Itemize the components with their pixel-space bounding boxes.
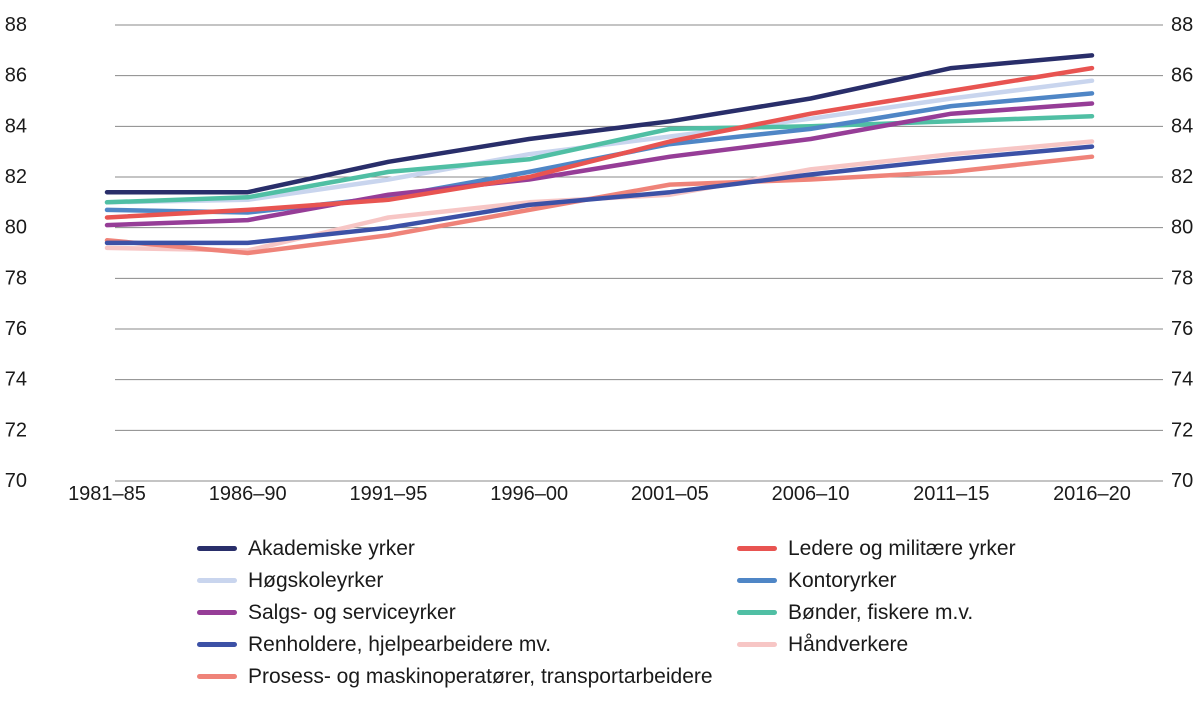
legend-item-bønder-fiskere-m-v: Bønder, fiskere m.v.: [737, 598, 973, 626]
legend-item-salgs-og-serviceyrker: Salgs- og serviceyrker: [197, 598, 456, 626]
y-axis-label-left-72: 72: [5, 419, 27, 441]
legend-item-høgskoleyrker: Høgskoleyrker: [197, 566, 383, 594]
series-line-ledere-og-militære-yrker: [104, 65, 1095, 220]
series-line-renholdere-hjelpearbeidere-mv: [104, 144, 1095, 246]
y-axis-label-left-78: 78: [5, 267, 27, 289]
y-axis-label-left-88: 88: [5, 14, 27, 36]
legend-label-ledere-og-militære-yrker: Ledere og militære yrker: [788, 536, 1016, 560]
legend-swatch-ledere-og-militære-yrker: [737, 545, 777, 551]
y-axis-label-right-76: 76: [1171, 318, 1193, 340]
series-line-salgs-og-serviceyrker: [104, 101, 1095, 228]
y-axis-label-right-72: 72: [1171, 419, 1193, 441]
x-axis-label-2001-05: 2001–05: [631, 483, 709, 505]
y-axis-label-right-84: 84: [1171, 115, 1193, 137]
legend-item-prosess-og-maskinoperatører-transportarbeidere: Prosess- og maskinoperatører, transporta…: [197, 662, 713, 690]
legend-item-ledere-og-militære-yrker: Ledere og militære yrker: [737, 534, 1016, 562]
legend-item-kontoryrker: Kontoryrker: [737, 566, 897, 594]
x-axis-label-2011-15: 2011–15: [913, 483, 989, 505]
legend-swatch-høgskoleyrker: [197, 577, 237, 583]
legend-swatch-håndverkere: [737, 641, 777, 647]
y-axis-label-right-88: 88: [1171, 14, 1193, 36]
line-chart-canvas: 88 88 86 86 84 84 82 82 80 80 78 78 76 76 74 74 72 72 70 70…: [5, 14, 1194, 505]
y-axis-label-right-74: 74: [1171, 369, 1193, 391]
y-axis-label-left-86: 86: [5, 65, 27, 87]
y-axis-label-left-70: 70: [5, 470, 27, 492]
legend-label-håndverkere: Håndverkere: [788, 632, 909, 656]
legend-swatch-salgs-og-serviceyrker: [197, 609, 237, 615]
x-axis-label-1986-90: 1986–90: [209, 483, 287, 505]
y-axis-label-left-80: 80: [5, 217, 27, 239]
legend-item-håndverkere: Håndverkere: [737, 630, 908, 658]
x-axis-label-1981-85: 1981–85: [68, 483, 146, 505]
legend-item-akademiske-yrker: Akademiske yrker: [197, 534, 415, 562]
legend-swatch-akademiske-yrker: [197, 545, 237, 551]
x-axis-label-1996-00: 1996–00: [490, 483, 568, 505]
x-axis-label-2016-20: 2016–20: [1053, 483, 1131, 505]
x-axis-label-2006-10: 2006–10: [772, 483, 850, 505]
legend-label-bønder-fiskere-m-v: Bønder, fiskere m.v.: [788, 600, 974, 624]
y-axis-label-left-76: 76: [5, 318, 27, 340]
series-line-akademiske-yrker: [104, 53, 1095, 195]
legend-swatch-bønder-fiskere-m-v: [737, 609, 777, 615]
y-axis-label-right-86: 86: [1171, 65, 1193, 87]
legend-label-salgs-og-serviceyrker: Salgs- og serviceyrker: [248, 600, 456, 624]
y-axis-label-left-74: 74: [5, 369, 27, 391]
legend-item-renholdere-hjelpearbeidere-mv: Renholdere, hjelpearbeidere mv.: [197, 630, 551, 658]
legend-label-høgskoleyrker: Høgskoleyrker: [248, 568, 384, 592]
y-axis-label-right-80: 80: [1171, 217, 1193, 239]
y-axis-label-right-82: 82: [1171, 166, 1193, 188]
legend-swatch-prosess-og-maskinoperatører-transportarbeidere: [197, 673, 237, 679]
legend-swatch-kontoryrker: [737, 577, 777, 583]
y-axis-label-left-82: 82: [5, 166, 27, 188]
y-axis-label-right-78: 78: [1171, 267, 1193, 289]
legend-swatch-renholdere-hjelpearbeidere-mv: [197, 641, 237, 647]
legend-label-akademiske-yrker: Akademiske yrker: [248, 536, 415, 560]
legend-label-renholdere-hjelpearbeidere-mv: Renholdere, hjelpearbeidere mv.: [248, 632, 552, 656]
y-axis-label-left-84: 84: [5, 115, 27, 137]
legend-label-kontoryrker: Kontoryrker: [788, 568, 897, 592]
series-line-bønder-fiskere-m-v: [104, 113, 1095, 205]
x-axis-label-1991-95: 1991–95: [349, 483, 427, 505]
y-axis-label-right-70: 70: [1171, 470, 1193, 492]
legend-label-prosess-og-maskinoperatører-transportarbeidere: Prosess- og maskinoperatører, transporta…: [248, 664, 713, 688]
